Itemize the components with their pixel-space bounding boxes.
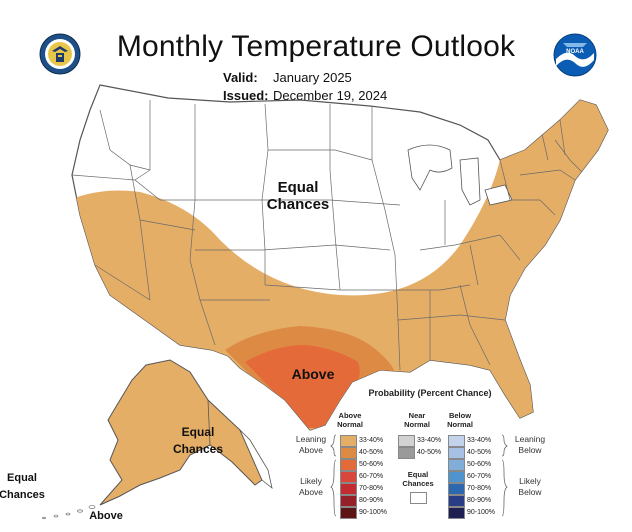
below-normal-swatch-label: 60-70% — [467, 473, 492, 480]
above-normal-swatch-label: 70-80% — [359, 485, 384, 492]
state-boundaries — [72, 100, 586, 371]
above-normal-swatch-label: 90-100% — [359, 509, 388, 516]
valid-label: Valid: — [223, 70, 258, 85]
probability-legend: Probability (Percent Chance) Above Norma… — [290, 388, 630, 528]
below-normal-swatch-label: 70-80% — [467, 485, 492, 492]
below-normal-swatch-label: 50-60% — [467, 461, 492, 468]
above-normal-swatch — [340, 459, 357, 471]
aleutian-equal-chances-label: Equal Chances — [0, 472, 45, 501]
below-normal-swatch — [448, 459, 465, 471]
commerce-seal-icon — [39, 33, 81, 75]
svg-text:NOAA: NOAA — [566, 49, 584, 55]
equal-chances-legend-label: Equal Chances — [402, 470, 434, 488]
issued-value: December 19, 2024 — [273, 88, 388, 103]
above-normal-swatch — [340, 507, 357, 519]
alaska-border — [207, 399, 211, 446]
page-title: Monthly Temperature Outlook — [116, 30, 516, 63]
above-normal-swatch-label: 50-60% — [359, 461, 384, 468]
legend-title: Probability (Percent Chance) — [368, 388, 492, 398]
leaning-above-label: Leaning Above — [295, 434, 327, 455]
alaska-panhandle — [239, 429, 273, 490]
likely-above-label: Likely Above — [298, 476, 324, 497]
near-normal-swatch — [398, 435, 415, 447]
above-50-60-region — [245, 345, 360, 428]
issued-label: Issued: — [223, 88, 269, 103]
conus-equal-chances-label: Equal Chances — [266, 179, 330, 213]
equal-chances-swatch — [410, 492, 427, 504]
alaska-above-label: Above — [89, 510, 123, 522]
below-normal-swatch — [448, 435, 465, 447]
aleutian-islands — [42, 505, 96, 520]
leaning-below-label: Leaning Below — [514, 434, 546, 455]
legend-brackets — [330, 434, 508, 517]
below-normal-swatch-label: 40-50% — [467, 449, 492, 456]
above-normal-header: Above Normal — [337, 411, 363, 429]
above-normal-swatch-label: 80-90% — [359, 497, 384, 504]
below-normal-swatch — [448, 471, 465, 483]
above-normal-swatch — [340, 483, 357, 495]
below-normal-swatch — [448, 483, 465, 495]
above-label: Above — [291, 366, 335, 382]
above-normal-swatch-label: 60-70% — [359, 473, 384, 480]
above-normal-swatch — [340, 435, 357, 447]
near-normal-swatch — [398, 447, 415, 459]
alaska-equal-chances-label: Equal Chances — [172, 425, 224, 456]
above-normal-swatch-label: 40-50% — [359, 449, 384, 456]
below-normal-swatch — [448, 495, 465, 507]
below-normal-swatch — [448, 507, 465, 519]
below-normal-swatch-label: 90-100% — [467, 509, 496, 516]
above-normal-swatch — [340, 447, 357, 459]
likely-below-label: Likely Below — [518, 476, 542, 497]
below-normal-swatch — [448, 447, 465, 459]
valid-value: January 2025 — [273, 70, 352, 85]
above-normal-swatch — [340, 495, 357, 507]
issue-info: Valid: January 2025 Issued: December 19, 2… — [223, 69, 387, 105]
below-normal-header: Below Normal — [447, 411, 473, 429]
near-normal-header: Near Normal — [404, 411, 430, 429]
above-normal-swatch-label: 33-40% — [359, 437, 384, 444]
above-normal-swatch — [340, 471, 357, 483]
near-normal-swatch-label: 40-50% — [417, 449, 442, 456]
below-normal-swatch-label: 80-90% — [467, 497, 492, 504]
near-normal-swatch-label: 33-40% — [417, 437, 442, 444]
below-normal-swatch-label: 33-40% — [467, 437, 492, 444]
alaska-outline — [99, 359, 263, 506]
noaa-logo-icon: NOAA — [553, 33, 597, 77]
